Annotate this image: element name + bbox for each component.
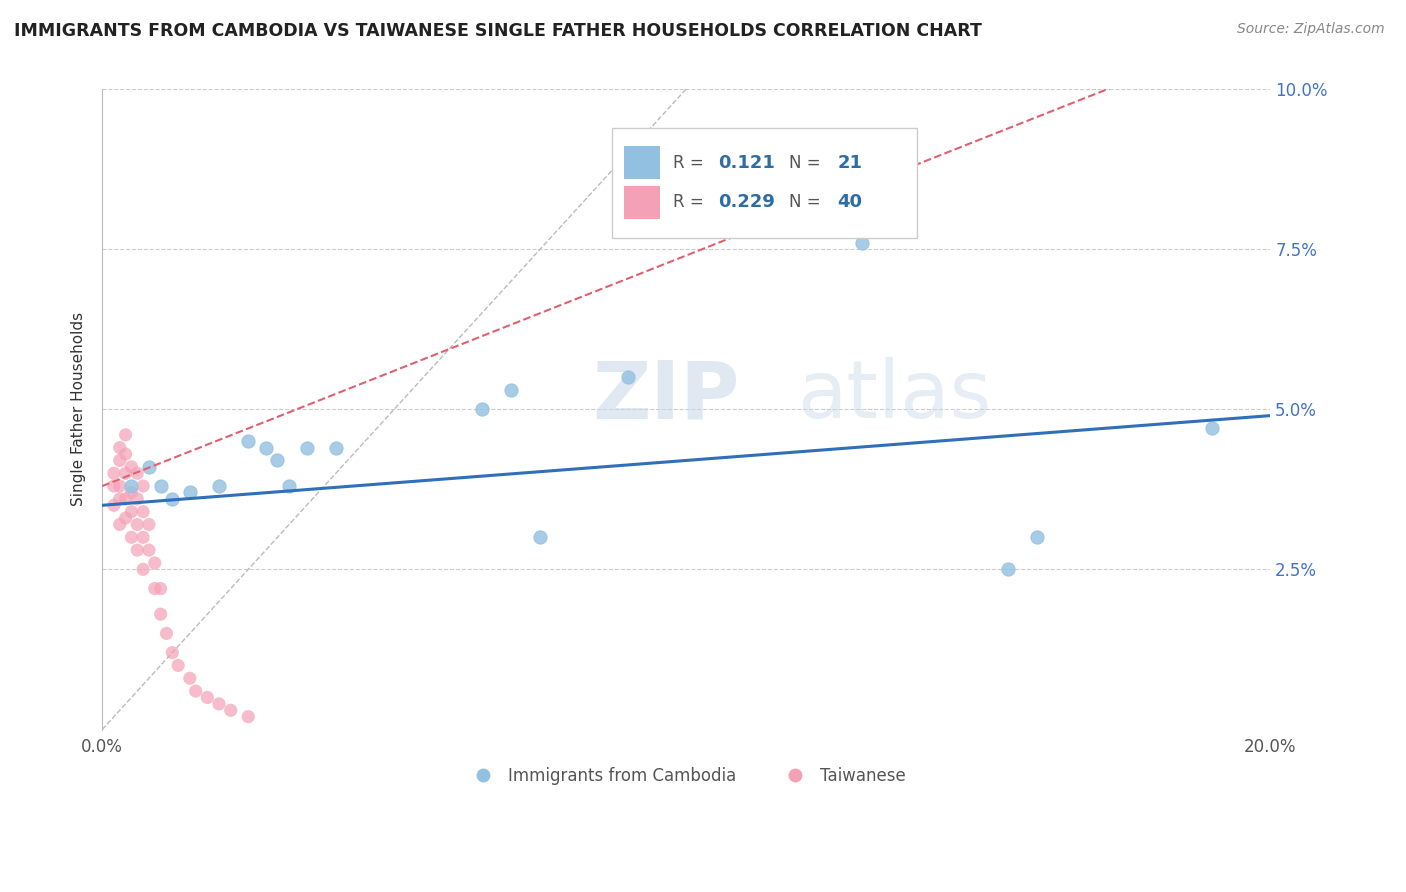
Point	[238, 434, 260, 449]
Point	[114, 447, 136, 461]
Point	[1201, 421, 1223, 435]
Text: 21: 21	[838, 153, 862, 172]
Point	[108, 479, 131, 493]
Point	[162, 491, 184, 506]
Point	[114, 427, 136, 442]
Text: atlas: atlas	[797, 358, 991, 435]
Point	[675, 171, 697, 186]
Point	[120, 459, 142, 474]
Point	[132, 505, 155, 519]
Point	[114, 511, 136, 525]
Point	[108, 441, 131, 455]
Point	[529, 530, 551, 544]
Point	[195, 690, 218, 705]
Text: 40: 40	[838, 194, 862, 211]
Point	[143, 582, 166, 596]
Point	[155, 626, 177, 640]
Point	[108, 517, 131, 532]
Point	[184, 684, 207, 698]
Point	[132, 479, 155, 493]
Point	[208, 697, 231, 711]
Point	[108, 491, 131, 506]
Point	[471, 402, 494, 417]
Y-axis label: Single Father Households: Single Father Households	[72, 312, 86, 507]
Text: ZIP: ZIP	[593, 358, 740, 435]
Point	[208, 479, 231, 493]
Point	[997, 562, 1019, 576]
Point	[149, 607, 172, 622]
Point	[138, 459, 160, 474]
Point	[120, 505, 142, 519]
Point	[120, 479, 142, 493]
Point	[127, 517, 149, 532]
Point	[103, 479, 125, 493]
Point	[103, 467, 125, 481]
Text: 0.121: 0.121	[718, 153, 775, 172]
Text: R =: R =	[672, 194, 709, 211]
Point	[162, 646, 184, 660]
Point	[132, 530, 155, 544]
Point	[127, 543, 149, 558]
Point	[138, 543, 160, 558]
Point	[114, 491, 136, 506]
Point	[108, 453, 131, 467]
Point	[120, 485, 142, 500]
Point	[219, 703, 242, 717]
Point	[238, 709, 260, 723]
Point	[132, 562, 155, 576]
Point	[103, 498, 125, 512]
Text: N =: N =	[789, 194, 825, 211]
Point	[278, 479, 301, 493]
Point	[167, 658, 190, 673]
Point	[120, 530, 142, 544]
Point	[179, 485, 201, 500]
Point	[851, 235, 873, 250]
Point	[499, 383, 522, 397]
Point	[325, 441, 347, 455]
Point	[179, 671, 201, 685]
Point	[138, 517, 160, 532]
Text: N =: N =	[789, 153, 825, 172]
Legend: Immigrants from Cambodia, Taiwanese: Immigrants from Cambodia, Taiwanese	[460, 760, 912, 791]
Text: IMMIGRANTS FROM CAMBODIA VS TAIWANESE SINGLE FATHER HOUSEHOLDS CORRELATION CHART: IMMIGRANTS FROM CAMBODIA VS TAIWANESE SI…	[14, 22, 981, 40]
Point	[617, 370, 640, 384]
Point	[127, 491, 149, 506]
Text: R =: R =	[672, 153, 709, 172]
Point	[1025, 530, 1047, 544]
Point	[254, 441, 277, 455]
Text: Source: ZipAtlas.com: Source: ZipAtlas.com	[1237, 22, 1385, 37]
Point	[149, 582, 172, 596]
Point	[295, 441, 318, 455]
Text: 0.229: 0.229	[718, 194, 775, 211]
Point	[143, 556, 166, 570]
Point	[149, 479, 172, 493]
Point	[127, 467, 149, 481]
Point	[114, 467, 136, 481]
Point	[266, 453, 288, 467]
